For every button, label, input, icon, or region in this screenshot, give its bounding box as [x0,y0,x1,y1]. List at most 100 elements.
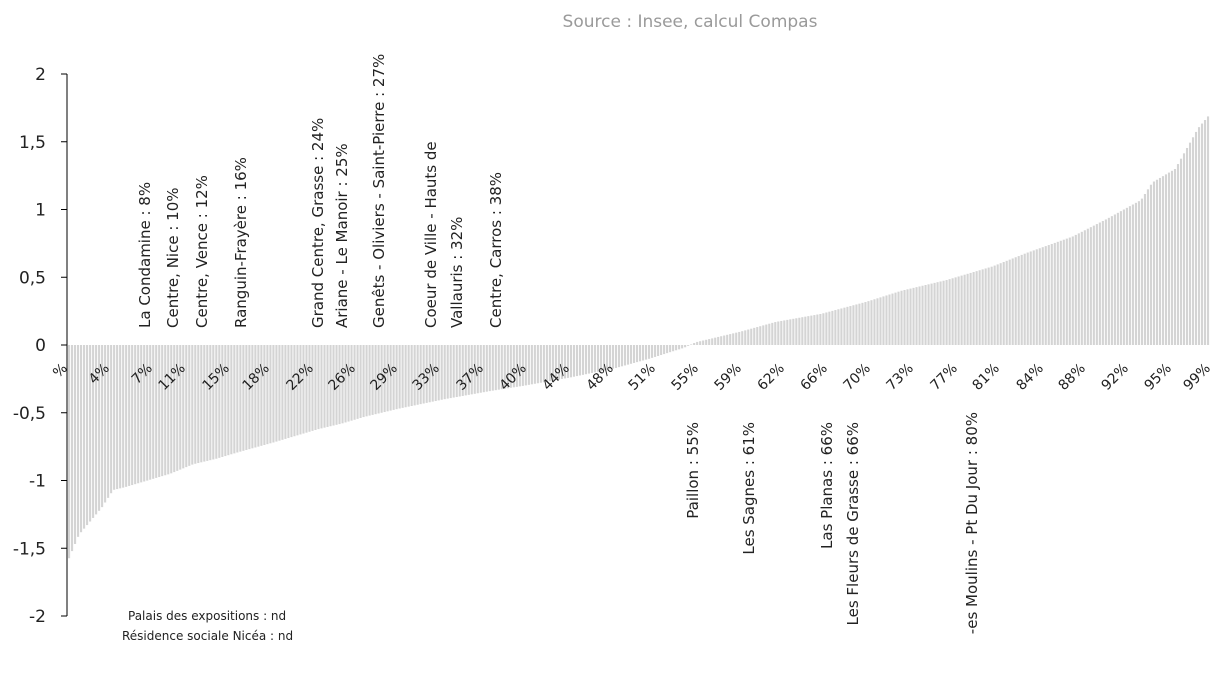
bar [371,345,374,415]
bar [1197,127,1201,345]
bar [629,345,633,364]
bar [1128,206,1131,345]
bar [813,315,816,345]
bar [128,345,131,486]
bar [783,320,786,345]
bar [1095,224,1098,345]
bar [1017,256,1020,345]
bar [858,303,861,345]
bar [443,345,446,400]
bar [1146,189,1149,345]
bar [675,345,678,351]
bar [539,345,542,383]
bar [900,290,903,345]
bar [804,316,807,345]
bar [605,345,609,370]
bar [663,345,666,355]
bar [939,281,942,345]
y-tick-label: 0,5 [19,268,46,288]
bar [239,345,242,452]
bar [125,345,128,487]
bar [554,345,557,381]
bar [708,339,711,345]
bar [482,345,485,393]
bar [726,334,729,345]
bar [146,345,149,481]
bar [428,345,431,403]
bar [266,345,269,445]
bar [750,328,753,345]
x-tick-label: 51% [626,361,659,394]
bar [918,286,921,345]
bar [642,345,645,361]
annotation-label: Las Planas : 66% [818,422,836,549]
bar [587,345,591,374]
bar [569,345,572,378]
bar [425,345,428,403]
bar [768,323,771,345]
bar [1179,158,1183,345]
y-tick-label: 0 [35,336,46,356]
bar [224,345,227,457]
bar [209,345,212,461]
bar [206,345,209,461]
bar [179,345,182,470]
bar [1023,253,1026,345]
bar [461,345,464,396]
bar [963,274,966,345]
bar [1125,207,1128,345]
bar [407,345,410,407]
bar [885,295,888,345]
bar [440,345,443,400]
bar [182,345,185,469]
x-tick-label: 37% [454,361,487,394]
bar [1044,246,1047,345]
x-tick-label: 77% [928,361,961,394]
bar [320,345,323,429]
bar [215,345,218,459]
bar [786,319,789,345]
bar [365,345,368,417]
bar [894,292,897,345]
bar [245,345,248,450]
bar [1020,254,1023,345]
bar [230,345,233,455]
bar [71,345,74,552]
bar [470,345,473,395]
bar [584,345,588,375]
bar [293,345,296,437]
x-tick-label: 84% [1014,361,1047,394]
bar [645,345,648,360]
bar [122,345,125,488]
bar [347,345,350,422]
bar [353,345,356,420]
bar [290,345,293,438]
bar [233,345,236,454]
bar [221,345,224,457]
bar [1170,170,1174,345]
bar [876,298,879,345]
y-tick-label: -0,5 [13,404,46,424]
bar [359,345,362,418]
bar [278,345,281,441]
bar [1077,233,1080,345]
bar [113,345,116,490]
bar [116,345,119,490]
bar [1137,201,1140,345]
x-tick-label: 62% [755,361,788,394]
annotation-label: Ranguin-Frayère : 16% [232,157,250,328]
bar [161,345,164,477]
bar [738,331,741,345]
bar [323,345,326,428]
x-tick-label: 55% [669,361,702,394]
bar [296,345,299,436]
annotation-label: Genêts - Oliviers - Saint-Pierre : 27% [370,54,388,328]
bar [344,345,347,423]
bar [530,345,533,385]
bar [840,308,843,345]
bar [1098,222,1101,345]
bar [545,345,548,382]
bar [560,345,563,379]
bar [626,345,630,365]
